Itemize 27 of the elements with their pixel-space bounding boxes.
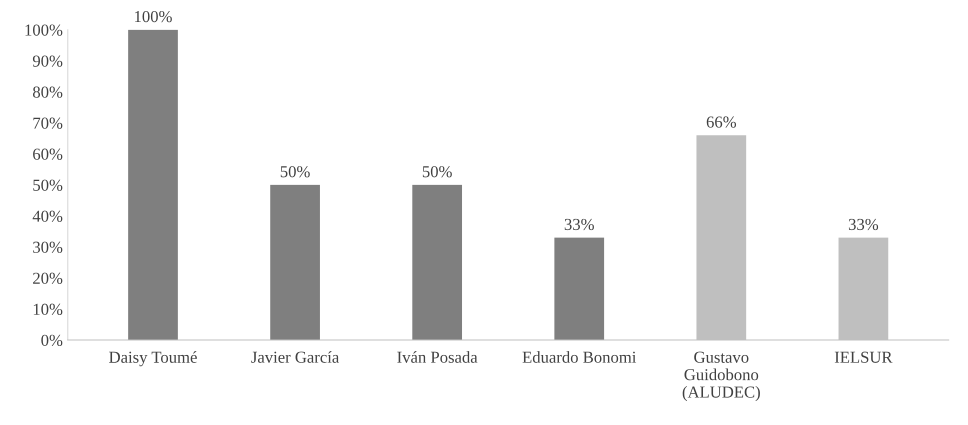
y-tick-label: 30% — [33, 242, 62, 253]
y-tick-label: 10% — [34, 304, 62, 315]
data-label: 50% — [422, 166, 452, 178]
y-tick-label: 80% — [32, 86, 62, 98]
data-label: 50% — [280, 166, 310, 178]
data-label: 66% — [706, 116, 736, 128]
y-tick-label: 50% — [33, 180, 62, 191]
y-tick-label: 40% — [32, 210, 62, 222]
y-tick-label: 90% — [32, 55, 62, 67]
y-tick-label: 70% — [33, 118, 62, 129]
x-tick-label: Eduardo Bonomi — [522, 351, 636, 363]
bar — [554, 238, 604, 340]
y-tick-label: 20% — [33, 272, 62, 284]
y-tick-label: 60% — [33, 148, 62, 160]
bar — [412, 184, 462, 340]
data-label: 33% — [564, 218, 594, 230]
x-tick-label: IELSUR — [834, 352, 893, 363]
y-tick-label: 0% — [41, 334, 62, 346]
data-label: 100% — [135, 10, 172, 22]
x-tick-label: Javier García — [251, 351, 340, 363]
data-label: 33% — [848, 218, 878, 230]
x-tick-label: Iván Posada — [397, 351, 478, 363]
x-tick-label: Gustavo Guidobono (ALUDEC) — [682, 352, 760, 402]
bar — [128, 30, 178, 340]
y-tick-label: 100% — [25, 24, 62, 36]
bar — [270, 184, 320, 340]
x-tick-label: Daisy Toumé — [109, 351, 197, 366]
